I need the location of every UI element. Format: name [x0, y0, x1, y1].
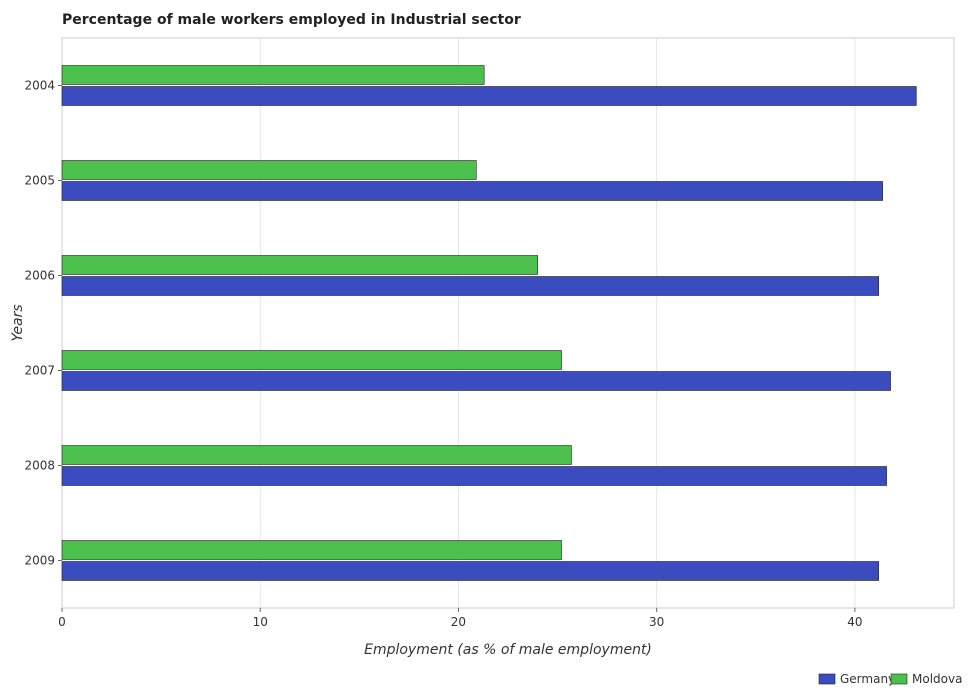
- x-axis-ticks: 0 10 20 30 40: [58, 608, 863, 629]
- bar-germany-2007: [61, 371, 891, 391]
- y-tick-label: 2009: [24, 554, 55, 568]
- bars: [61, 65, 917, 581]
- y-tick-label: 2007: [24, 364, 55, 378]
- bar-moldova-2007: [61, 350, 562, 370]
- x-tick-label: 0: [58, 615, 66, 629]
- legend-swatch-germany: [818, 673, 836, 685]
- bar-germany-2005: [61, 181, 883, 201]
- bar-germany-2006: [61, 276, 879, 296]
- y-tick-label: 2004: [24, 79, 55, 93]
- x-tick-label: 20: [451, 615, 466, 629]
- y-axis-label: Years: [10, 304, 26, 341]
- y-tick-label: 2006: [24, 269, 55, 283]
- x-tick-label: 40: [847, 615, 862, 629]
- bar-moldova-2009: [61, 540, 562, 560]
- bar-germany-2004: [61, 86, 917, 106]
- plot-area: [61, 37, 955, 609]
- bar-germany-2008: [61, 466, 887, 486]
- legend-swatch-moldova: [890, 673, 908, 685]
- legend: Germany Moldova: [818, 672, 962, 686]
- bar-moldova-2008: [61, 445, 572, 465]
- legend-label-moldova: Moldova: [912, 672, 962, 686]
- chart-title: Percentage of male workers employed in I…: [62, 12, 521, 28]
- grid: [61, 38, 856, 608]
- x-axis-label: Employment (as % of male employment): [364, 642, 652, 658]
- y-tick-label: 2008: [24, 459, 55, 473]
- y-axis-ticks: 2004 2005 2006 2007 2008 2009: [24, 79, 62, 568]
- bar-germany-2009: [61, 561, 879, 581]
- bar-moldova-2006: [61, 255, 539, 275]
- bar-moldova-2004: [61, 65, 485, 85]
- x-tick-label: 10: [253, 615, 268, 629]
- bar-moldova-2005: [61, 160, 477, 180]
- x-tick-label: 30: [649, 615, 664, 629]
- y-tick-label: 2005: [24, 174, 55, 188]
- legend-label-germany: Germany: [840, 672, 895, 686]
